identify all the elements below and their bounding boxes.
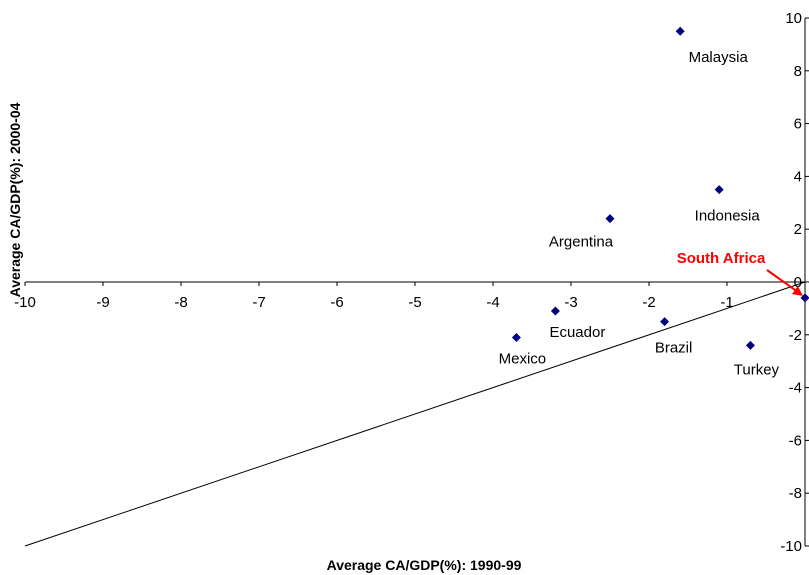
y-axis-title: Average CA/GDP(%): 2000-04	[7, 102, 23, 297]
y-tick-label: 0	[794, 274, 802, 291]
x-tick-label: -8	[174, 294, 187, 311]
y-tick-label: 4	[794, 168, 802, 185]
y-tick-label: -8	[789, 485, 802, 502]
data-point	[800, 293, 809, 303]
point-label: Brazil	[655, 340, 693, 357]
data-point	[745, 340, 755, 350]
x-tick-label: -1	[720, 294, 733, 311]
x-tick-label: -10	[14, 294, 36, 311]
y-tick-label: -6	[789, 432, 802, 449]
annotation: South Africa	[677, 250, 803, 296]
data-point	[511, 332, 521, 342]
reference-line	[24, 281, 806, 547]
y-tick-label: -4	[789, 380, 802, 397]
x-axis-title: Average CA/GDP(%): 1990-99	[327, 557, 522, 573]
x-tick-label: -3	[564, 294, 577, 311]
point-label: Indonesia	[695, 208, 761, 225]
y-tick-label: -2	[789, 327, 802, 344]
point-label: Turkey	[734, 361, 780, 378]
x-tick-label: -6	[330, 294, 343, 311]
data-point	[675, 26, 685, 36]
point-label: Malaysia	[689, 49, 749, 66]
annotation-text: South Africa	[677, 250, 766, 267]
y-tick-label: -10	[780, 538, 802, 555]
x-tick-label: -4	[486, 294, 499, 311]
x-tick-label: -5	[408, 294, 421, 311]
y-tick-label: 10	[785, 10, 802, 27]
data-points	[511, 26, 809, 350]
x-tick-label: -7	[252, 294, 265, 311]
reference-line-layer	[24, 281, 806, 547]
annotation-arrow	[766, 269, 800, 294]
x-tick-label: -9	[96, 294, 109, 311]
point-label: Argentina	[549, 234, 614, 251]
data-point	[605, 214, 615, 224]
y-tick-label: 6	[794, 116, 802, 133]
data-point	[550, 306, 560, 316]
data-point	[660, 317, 670, 327]
point-label: Mexico	[499, 350, 547, 367]
data-point	[714, 185, 724, 195]
annotation-arrowhead	[791, 285, 803, 296]
y-tick-label: 2	[794, 221, 802, 238]
tick-labels: 10 8 6 4 2 0 -2 -4 -6 -8 -10 -10 -9 -8 -7 -6 -5 -4 -3 -2 -1	[14, 10, 802, 555]
axes	[24, 17, 809, 547]
y-tick-label: 8	[794, 63, 802, 80]
x-tick-label: -2	[642, 294, 655, 311]
point-label: Ecuador	[549, 324, 605, 341]
